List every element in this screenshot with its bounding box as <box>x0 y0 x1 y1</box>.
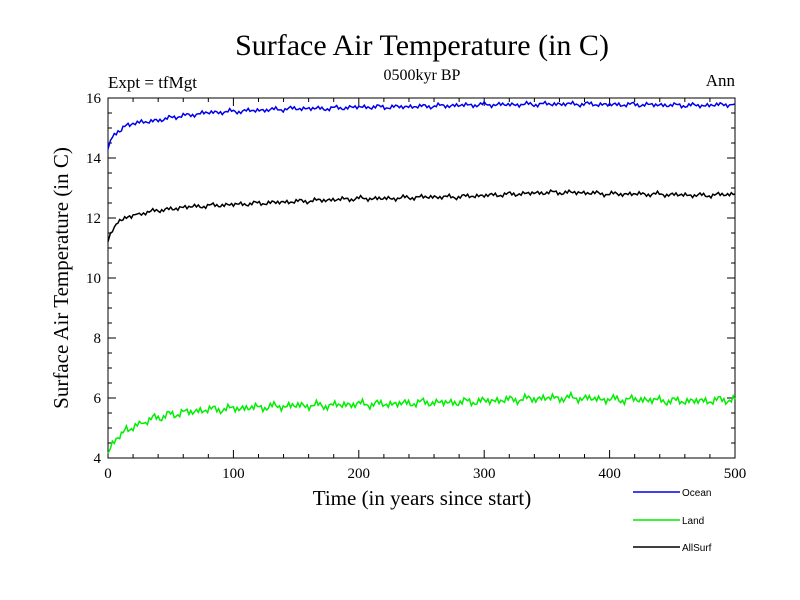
x-tick-label: 300 <box>473 466 496 482</box>
x-axis-ticks <box>107 98 736 458</box>
x-tick-label: 400 <box>598 466 621 482</box>
plot-frame <box>107 97 736 459</box>
y-tick-label: 8 <box>94 331 102 347</box>
season-label: Ann <box>706 71 736 90</box>
x-tick-label: 100 <box>222 466 245 482</box>
legend-label-land: Land <box>682 516 704 527</box>
chart-title: Surface Air Temperature (in C) <box>235 29 609 62</box>
y-tick-label: 10 <box>86 271 101 287</box>
y-tick-label: 4 <box>94 451 102 467</box>
experiment-label: Expt = tfMgt <box>108 73 197 92</box>
y-tick-label: 12 <box>86 211 101 227</box>
y-axis-tick-labels: 4 6 8 10 12 14 16 <box>86 91 102 467</box>
period-label: 0500kyr BP <box>384 67 461 84</box>
series-line-ocean <box>107 100 736 150</box>
y-axis-label: Surface Air Temperature (in C) <box>49 147 73 409</box>
x-axis-label: Time (in years since start) <box>313 486 532 510</box>
x-axis-tick-labels: 0 100 200 300 400 500 <box>104 466 746 482</box>
series-line-land <box>107 390 736 454</box>
y-tick-label: 16 <box>86 91 102 107</box>
series-line-allsurf <box>107 188 736 242</box>
x-tick-label: 500 <box>724 466 747 482</box>
legend-label-allsurf: AllSurf <box>682 543 712 554</box>
x-tick-label: 0 <box>104 466 112 482</box>
x-tick-label: 200 <box>348 466 371 482</box>
legend: Ocean Land AllSurf <box>633 488 712 554</box>
y-tick-label: 6 <box>94 391 102 407</box>
legend-label-ocean: Ocean <box>682 488 711 499</box>
y-axis-ticks <box>108 97 735 459</box>
y-tick-label: 14 <box>86 151 102 167</box>
series-lines <box>107 100 736 454</box>
